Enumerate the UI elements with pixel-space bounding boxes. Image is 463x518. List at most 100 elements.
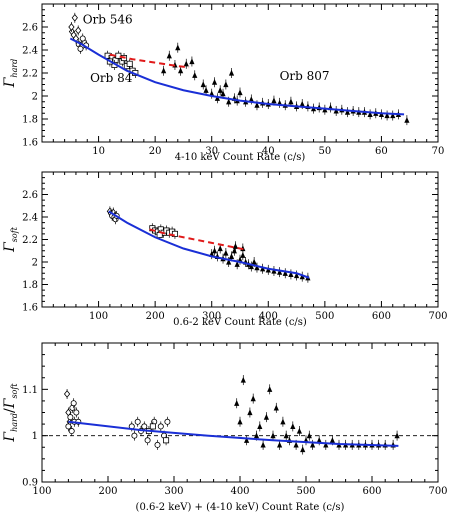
y-tick-label: 1.1 <box>22 385 38 396</box>
data-point-triangle <box>306 432 312 439</box>
data-point-triangle <box>288 98 294 105</box>
data-point-triangle <box>189 58 195 65</box>
data-point-triangle <box>394 432 400 439</box>
data-point-circle <box>70 400 77 407</box>
data-point-triangle <box>254 264 260 271</box>
data-point-triangle <box>237 89 243 96</box>
data-point-square <box>163 437 170 444</box>
x-tick-label: 400 <box>259 311 278 322</box>
data-point-triangle <box>161 67 167 74</box>
x-tick-label: 40 <box>262 146 275 157</box>
x-tick-label: 500 <box>296 486 315 497</box>
y-tick-label: 2 <box>32 258 38 269</box>
x-axis-title: 4-10 keV Count Rate (c/s) <box>175 152 306 163</box>
data-point-triangle <box>248 263 254 270</box>
x-tick-label: 70 <box>432 146 445 157</box>
data-point-triangle <box>240 252 246 258</box>
data-point-triangle <box>226 258 232 265</box>
data-point-triangle <box>220 90 226 97</box>
y-tick-label: 2 <box>32 92 38 103</box>
data-point-circle <box>77 45 84 52</box>
x-tick-label: 60 <box>375 146 388 157</box>
y-tick-label: 1.6 <box>22 303 38 314</box>
orbit-annotation: Orb 546 <box>83 13 133 27</box>
model-fit-line <box>108 210 310 279</box>
x-tick-label: 20 <box>149 146 162 157</box>
x-tick-label: 50 <box>318 146 331 157</box>
data-point-triangle <box>290 423 296 429</box>
data-point-triangle <box>183 60 189 67</box>
data-point-circle <box>144 437 151 444</box>
y-tick-label: 1.8 <box>22 115 38 126</box>
data-point-triangle <box>211 247 218 254</box>
y-tick-label: 0.9 <box>22 478 38 489</box>
y-tick-label: 1.8 <box>22 280 38 291</box>
x-tick-label: 700 <box>428 486 447 497</box>
data-point-triangle <box>267 386 273 392</box>
y-title-subscript: hard <box>10 59 19 78</box>
data-point-circle <box>134 418 141 425</box>
data-point-triangle <box>231 247 237 254</box>
data-point-triangle <box>217 87 223 93</box>
y-title-subscript-2: soft <box>10 383 19 399</box>
data-point-triangle <box>228 69 235 76</box>
data-point-triangle <box>166 52 172 59</box>
data-point-circle <box>154 441 161 448</box>
data-point-triangle <box>280 418 286 425</box>
data-point-circle <box>131 432 138 439</box>
data-point-triangle <box>251 258 257 265</box>
data-point-square <box>126 60 133 67</box>
data-point-triangle <box>277 441 283 448</box>
x-tick-label: 600 <box>362 486 381 497</box>
y-title-subscript: hard <box>10 413 19 432</box>
data-point-triangle <box>234 400 240 406</box>
x-tick-label: 600 <box>372 311 391 322</box>
y-tick-label: 2.6 <box>22 23 38 34</box>
data-point-triangle <box>254 102 260 108</box>
data-point-triangle <box>234 261 240 267</box>
panel-ratio-vs-total-rate: 100 200 300 400 500 600 700 0.9 1 1.1 (0.6-2 keV) … <box>2 342 448 513</box>
data-point-triangle <box>273 404 279 411</box>
y-title-divider: / <box>2 408 18 413</box>
data-point-circle <box>67 414 74 421</box>
y-title-symbol: Γ <box>2 76 18 88</box>
y-tick-label: 2.2 <box>22 69 38 80</box>
data-point-triangle <box>263 413 269 420</box>
y-title-symbol-2: Γ <box>2 397 18 409</box>
plot-frame <box>41 342 439 483</box>
data-point-circle <box>164 418 171 425</box>
x-axis-title: 0.6-2 keV Count Rate (c/s) <box>173 317 307 328</box>
data-point-triangle <box>310 441 316 448</box>
dashed-model-line <box>149 228 246 251</box>
data-point-triangle <box>384 112 390 119</box>
y-title-symbol: Γ <box>2 241 18 253</box>
data-point-triangle <box>247 409 253 416</box>
x-tick-label: 700 <box>428 311 447 322</box>
panel-soft-vs-soft-rate: 100 200 300 400 500 600 700 1.6 1.8 2 2.2 2.4 2.6 0.6… <box>2 171 448 328</box>
data-point-triangle <box>296 427 302 434</box>
y-tick-label: 2.4 <box>22 46 38 57</box>
data-point-triangle <box>271 97 277 104</box>
data-point-triangle <box>237 418 243 425</box>
data-point-triangle <box>390 112 396 119</box>
x-tick-label: 300 <box>202 311 221 322</box>
plot-frame <box>41 171 439 308</box>
dashed-model-line <box>109 53 190 69</box>
data-point-triangle <box>228 253 235 259</box>
data-point-triangle <box>253 432 260 439</box>
data-point-circle <box>68 428 75 435</box>
y-axis-title: Γsoft <box>2 226 19 253</box>
y-tick-label: 1 <box>32 431 38 442</box>
data-point-triangle <box>323 441 329 448</box>
data-point-triangle <box>200 81 206 88</box>
y-tick-label: 2.4 <box>22 213 38 224</box>
y-tick-label: 2.2 <box>22 235 38 246</box>
y-title-subscript: soft <box>10 226 19 242</box>
data-point-triangle <box>260 441 266 448</box>
data-point-triangle <box>211 79 218 85</box>
model-fit-line <box>69 37 405 116</box>
data-point-triangle <box>367 111 373 117</box>
data-point-diamond <box>68 23 75 31</box>
x-tick-label: 200 <box>146 311 165 322</box>
data-point-triangle <box>192 72 198 78</box>
